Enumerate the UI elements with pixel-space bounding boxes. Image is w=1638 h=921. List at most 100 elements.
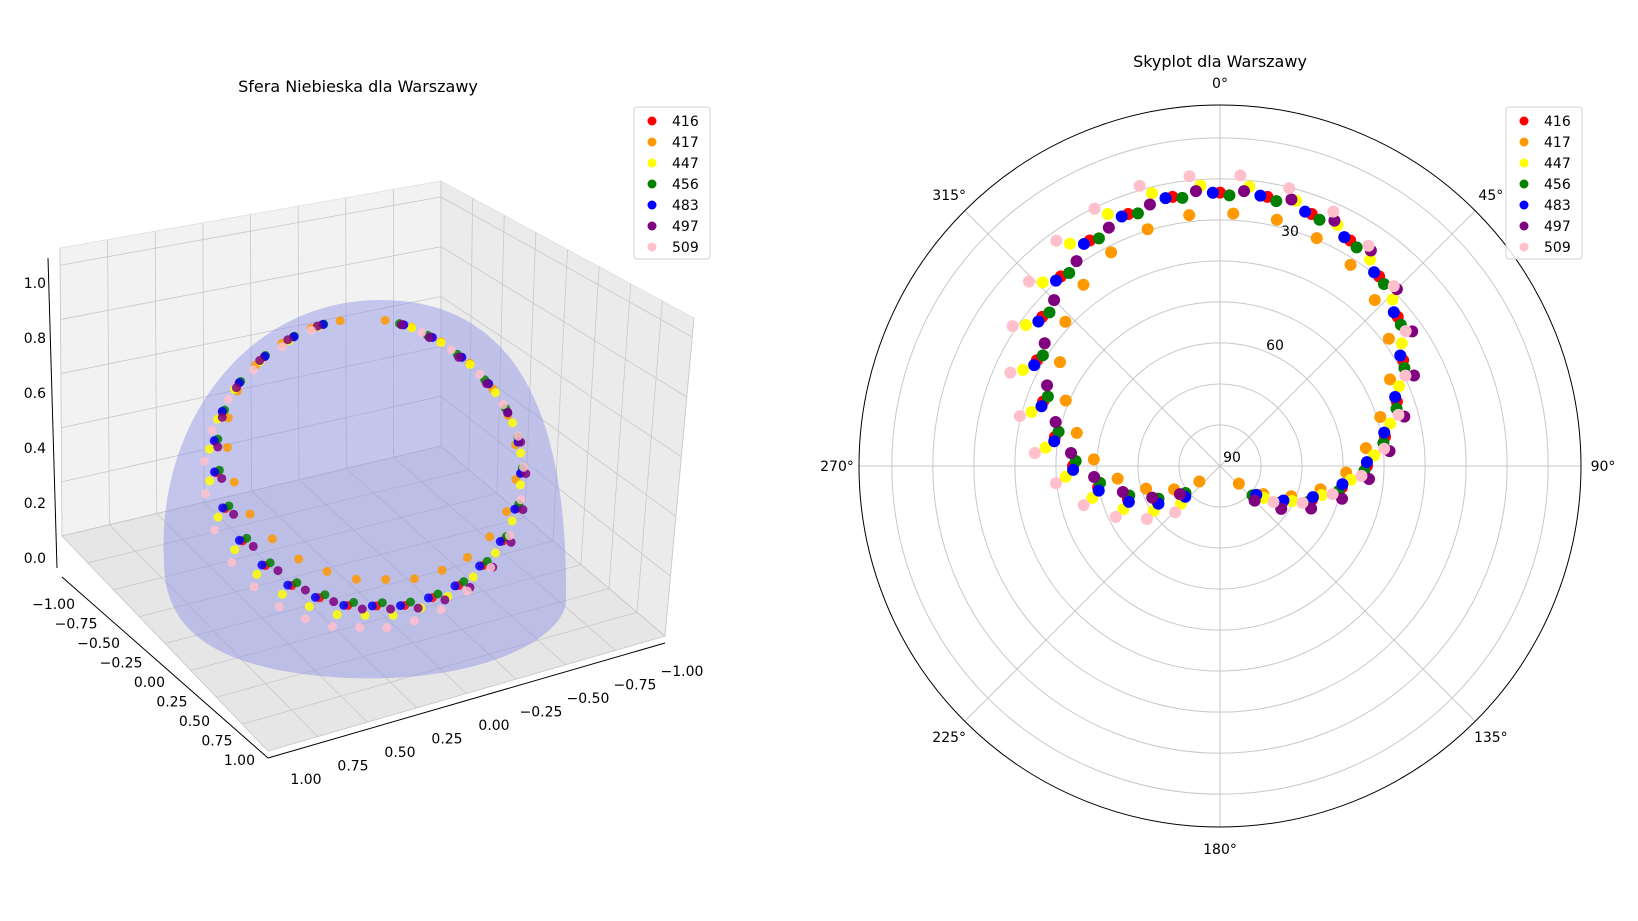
skyplot-point [1041, 390, 1054, 403]
sphere-point [417, 327, 427, 337]
y-tick-label: −0.50 [77, 636, 120, 652]
skyplot-point [1111, 472, 1124, 485]
sphere-point [277, 589, 287, 599]
legend-label: 456 [1544, 177, 1571, 193]
skyplot-point [1296, 496, 1309, 509]
sphere-point [485, 532, 495, 542]
skyplot-point [1283, 182, 1296, 195]
y-tick-label: 0.00 [134, 675, 165, 691]
ticks-3d: 0.00.20.40.60.81.0−1.00−0.75−0.50−0.250.… [24, 276, 704, 788]
skyplot-point [1013, 410, 1026, 423]
legend-marker [1519, 137, 1529, 147]
polar-spoke [1219, 465, 1476, 722]
sphere-point [407, 323, 417, 333]
z-tick-label: 0.2 [24, 496, 46, 512]
sphere-point [204, 444, 214, 454]
sphere-point [245, 509, 255, 519]
sphere-point [283, 580, 293, 590]
skyplot-point [1159, 192, 1172, 205]
sphere-point [409, 616, 419, 626]
legend-marker [647, 242, 657, 252]
sphere-point [502, 507, 512, 517]
y-tick-label: 1.00 [224, 753, 255, 769]
skyplot-point [1232, 477, 1245, 490]
sphere-point [518, 505, 528, 515]
grid-line [154, 231, 158, 514]
sphere-point [248, 541, 258, 551]
sphere-point [332, 610, 342, 620]
skyplot-point [1102, 221, 1115, 234]
sphere-point [475, 369, 485, 379]
skyplot-point [1389, 391, 1402, 404]
sphere-point [209, 467, 219, 477]
sphere-point [205, 476, 215, 486]
legend-marker [1519, 116, 1529, 126]
sphere-point [396, 601, 406, 611]
legend-marker [1519, 158, 1529, 168]
sphere-point [450, 581, 460, 591]
x-tick-label: 0.00 [478, 718, 509, 734]
legend-label: 509 [672, 240, 699, 256]
skyplot-point [1344, 258, 1357, 271]
skyplot-point [1350, 241, 1363, 254]
skyplot-point [1019, 319, 1032, 332]
sphere-point [213, 442, 223, 452]
sphere-point [217, 412, 227, 422]
legend-label: 509 [1544, 240, 1571, 256]
skyplot-point [1326, 488, 1339, 501]
skyplot-point [1049, 477, 1062, 490]
skyplot-point [1070, 255, 1083, 268]
skyplot-point [1248, 494, 1261, 507]
y-tick-label: 0.75 [201, 734, 232, 750]
grid-line [242, 611, 638, 725]
skyplot-point [1087, 453, 1100, 466]
sphere-point [367, 601, 377, 611]
skyplot-point [1384, 373, 1397, 386]
sphere-point [381, 574, 391, 584]
skyplot-point [1285, 193, 1298, 206]
legend-marker [1519, 179, 1529, 189]
skyplot-point [1088, 471, 1101, 484]
skyplot-point [1077, 499, 1090, 512]
skyplot-point [1035, 400, 1048, 413]
legend-marker [647, 179, 657, 189]
skyplot-point [1070, 426, 1083, 439]
grid-line [468, 198, 474, 470]
skyplot-point [1299, 205, 1312, 218]
grid-line [61, 345, 442, 429]
sphere-point [409, 574, 419, 584]
sphere-point [273, 566, 283, 576]
z-tick-label: 1.0 [24, 276, 46, 292]
sphere-point [413, 603, 423, 613]
skyplot-point [1065, 446, 1078, 459]
sphere-point [222, 442, 232, 452]
skyplot-point [1234, 169, 1247, 182]
skyplot-point [1043, 306, 1056, 319]
legend-marker [647, 221, 657, 231]
y-tick-label: −0.25 [100, 656, 143, 672]
sphere-point [503, 408, 513, 418]
theta-tick-label: 90° [1591, 459, 1616, 475]
sphere-point [349, 597, 359, 607]
grid-line [440, 395, 671, 577]
sphere-point [433, 589, 443, 599]
skyplot-point [1395, 337, 1408, 350]
sphere-point [355, 623, 365, 633]
sphere-point [482, 379, 492, 389]
skyplot-point [1387, 306, 1400, 319]
x-tick-label: −1.00 [661, 664, 704, 680]
grid-line [608, 283, 632, 589]
sphere-point [459, 577, 469, 587]
skyplot-point [1206, 186, 1219, 199]
grid-line [59, 247, 63, 537]
y-tick-label: −0.75 [55, 617, 98, 633]
skyplot-point [1189, 185, 1202, 198]
sphere-point [306, 325, 316, 335]
skyplot-point [1378, 426, 1391, 439]
skyplot-point [1382, 332, 1395, 345]
grid-line [139, 516, 526, 618]
sphere-point [252, 569, 262, 579]
sphere-point [437, 565, 447, 575]
skyplot-point [1374, 410, 1387, 423]
sphere-point [380, 315, 390, 325]
